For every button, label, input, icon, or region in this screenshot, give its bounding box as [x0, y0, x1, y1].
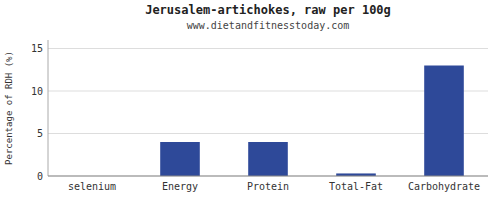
bar	[424, 66, 464, 177]
x-tick-label: selenium	[68, 181, 116, 192]
x-tick-label: Total-Fat	[329, 181, 383, 192]
title: Jerusalem-artichokes, raw per 100g	[145, 3, 391, 17]
y-tick-label: 10	[31, 86, 43, 97]
y-axis-label: Percentage of RDH (%)	[4, 51, 14, 165]
grid-line	[48, 48, 488, 49]
grid	[48, 49, 488, 177]
grid-line	[48, 91, 488, 92]
y-axis-line	[48, 40, 49, 176]
x-tick-label: Carbohydrate	[408, 181, 480, 192]
bar	[160, 142, 200, 176]
grid-line	[48, 176, 488, 177]
x-tick-label: Protein	[247, 181, 289, 192]
bar	[248, 142, 288, 176]
subtitle: www.dietandfitnesstoday.com	[187, 20, 350, 31]
x-axis-line	[48, 176, 488, 177]
y-tick-label: 0	[37, 171, 43, 182]
chart-svg: Jerusalem-artichokes, raw per 100g www.di…	[0, 0, 500, 200]
x-tick-label: Energy	[162, 181, 198, 192]
grid-line	[48, 133, 488, 134]
chart-container: Jerusalem-artichokes, raw per 100g www.di…	[0, 0, 500, 200]
y-tick-label: 15	[31, 43, 43, 54]
bars	[160, 66, 464, 177]
y-tick-label: 5	[37, 128, 43, 139]
